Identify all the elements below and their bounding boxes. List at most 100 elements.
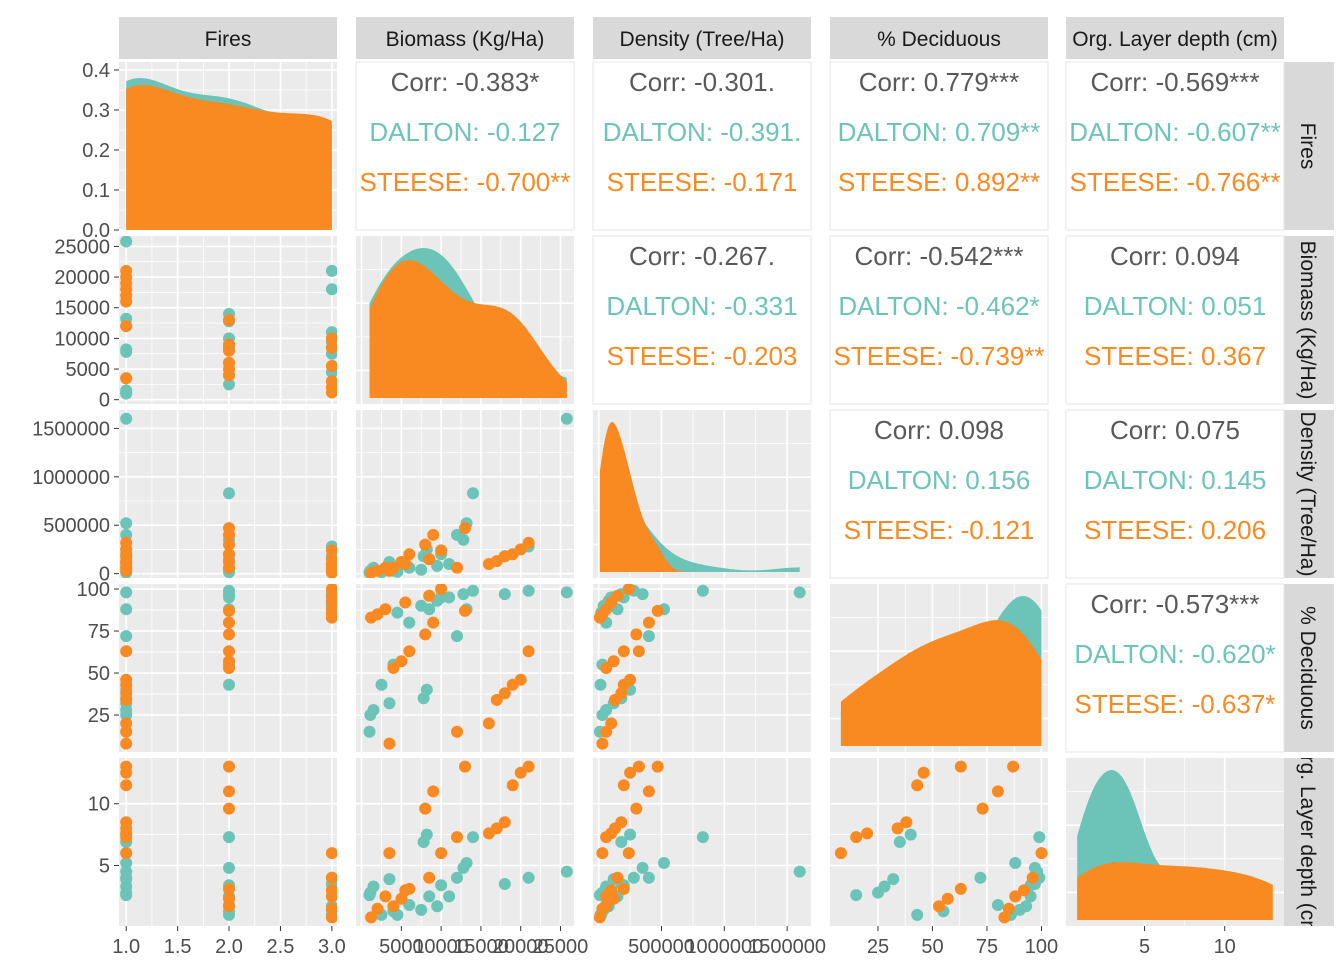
- panel: [119, 62, 337, 231]
- data-point-dalton: [223, 487, 235, 500]
- correlation-steese: STEESE: 0.367: [1084, 341, 1266, 371]
- data-point-steese: [954, 760, 967, 773]
- data-point-steese: [120, 847, 133, 860]
- x-tick-label: 5: [1139, 936, 1150, 958]
- data-point-steese: [387, 662, 400, 674]
- correlation-panel-background: [1065, 583, 1285, 753]
- strip-background: [1284, 758, 1334, 926]
- data-point-dalton: [363, 889, 376, 902]
- data-point-dalton: [615, 836, 628, 848]
- data-point-steese: [600, 725, 613, 738]
- panel: [830, 758, 1048, 926]
- data-point-steese: [451, 561, 463, 574]
- data-point-steese: [383, 737, 396, 750]
- data-point-dalton: [457, 533, 470, 546]
- x-tick-label: 5000: [379, 936, 424, 958]
- data-point-dalton: [363, 725, 376, 738]
- data-point-steese: [506, 678, 519, 691]
- y-tick-label: 1000000: [32, 467, 110, 489]
- y-tick-label: 5000: [66, 359, 111, 381]
- panel-background: [356, 410, 574, 578]
- y-tick-label: 25: [88, 705, 110, 727]
- data-point-dalton: [1009, 857, 1022, 869]
- data-point-dalton: [642, 871, 655, 884]
- y-tick-label: 0.1: [82, 180, 110, 202]
- row-strip: Fires: [1284, 62, 1334, 230]
- data-point-steese: [917, 766, 930, 779]
- y-tick-label: 0.0: [82, 220, 110, 242]
- data-point-dalton: [696, 584, 709, 597]
- data-point-dalton: [887, 873, 900, 886]
- data-point-steese: [600, 890, 613, 903]
- y-tick-label: 20000: [54, 267, 110, 289]
- panel: [593, 410, 811, 578]
- y-tick-label: 15000: [54, 298, 110, 320]
- panel: [593, 584, 811, 752]
- correlation-steese: STEESE: -0.637*: [1075, 689, 1276, 719]
- correlation-overall: Corr: -0.383*: [391, 67, 540, 97]
- correlation-steese: STEESE: 0.206: [1084, 515, 1266, 545]
- data-point-steese: [395, 655, 408, 668]
- panel: Corr: 0.075 DALTON: 0.145 STEESE: 0.206: [1065, 409, 1285, 579]
- y-tick-label: 0: [99, 564, 110, 586]
- column-strip-label: Biomass (Kg/Ha): [386, 28, 545, 51]
- data-point-steese: [120, 320, 133, 333]
- correlation-dalton: DALTON: -0.620*: [1074, 639, 1275, 669]
- data-point-steese: [399, 884, 412, 897]
- data-point-steese: [419, 628, 432, 641]
- correlation-dalton: DALTON: -0.391.: [603, 117, 801, 147]
- row-strip: % Deciduous: [1284, 584, 1334, 752]
- correlation-steese: STEESE: -0.739**: [834, 341, 1045, 371]
- panel: [119, 584, 337, 752]
- x-tick-label: 3.0: [318, 936, 346, 958]
- data-point-steese: [120, 564, 133, 577]
- data-point-dalton: [120, 586, 133, 599]
- data-point-steese: [325, 544, 337, 557]
- x-tick-label: 1.0: [112, 936, 140, 958]
- data-point-steese: [622, 584, 635, 595]
- data-point-dalton: [223, 678, 235, 691]
- x-tick-label: 1500000: [748, 936, 826, 958]
- data-point-steese: [593, 911, 606, 924]
- data-point-dalton: [850, 889, 863, 902]
- x-tick-label: 100: [1025, 936, 1058, 958]
- correlation-panel-background: [355, 61, 575, 231]
- correlation-steese: STEESE: -0.700**: [360, 167, 571, 197]
- data-point-dalton: [403, 616, 416, 629]
- data-point-dalton: [627, 871, 640, 884]
- data-point-dalton: [383, 697, 396, 710]
- data-point-steese: [120, 295, 133, 308]
- data-point-steese: [325, 341, 337, 354]
- data-point-dalton: [120, 412, 133, 425]
- data-point-steese: [506, 779, 519, 792]
- data-point-steese: [622, 847, 635, 860]
- correlation-panel-background: [1065, 235, 1285, 405]
- row-strip: Density (Tree/Ha): [1284, 410, 1334, 578]
- data-point-dalton: [223, 908, 235, 921]
- data-point-dalton: [457, 861, 470, 874]
- data-point-steese: [435, 584, 448, 595]
- data-point-steese: [1026, 871, 1039, 884]
- data-point-steese: [325, 847, 337, 860]
- data-point-dalton: [223, 831, 235, 844]
- y-tick-label: 0: [99, 390, 110, 412]
- strip-background: [1284, 236, 1334, 404]
- data-point-dalton: [431, 900, 444, 913]
- correlation-panel-background: [592, 235, 812, 405]
- panel-background: [593, 584, 811, 752]
- data-point-dalton: [120, 387, 133, 400]
- panel: [1066, 758, 1284, 926]
- data-point-steese: [120, 725, 133, 738]
- row-strip: Org. Layer depth (cm): [1284, 758, 1334, 926]
- column-strip: % Deciduous: [830, 17, 1048, 59]
- panel: [830, 584, 1048, 752]
- column-strip-label: Density (Tree/Ha): [620, 28, 785, 51]
- density-area-steese: [1077, 862, 1273, 920]
- correlation-overall: Corr: -0.542***: [854, 241, 1023, 271]
- data-point-dalton: [793, 865, 806, 878]
- data-point-steese: [991, 785, 1004, 798]
- data-point-steese: [498, 687, 511, 700]
- data-point-steese: [403, 645, 416, 658]
- column-strip-label: Fires: [205, 28, 252, 51]
